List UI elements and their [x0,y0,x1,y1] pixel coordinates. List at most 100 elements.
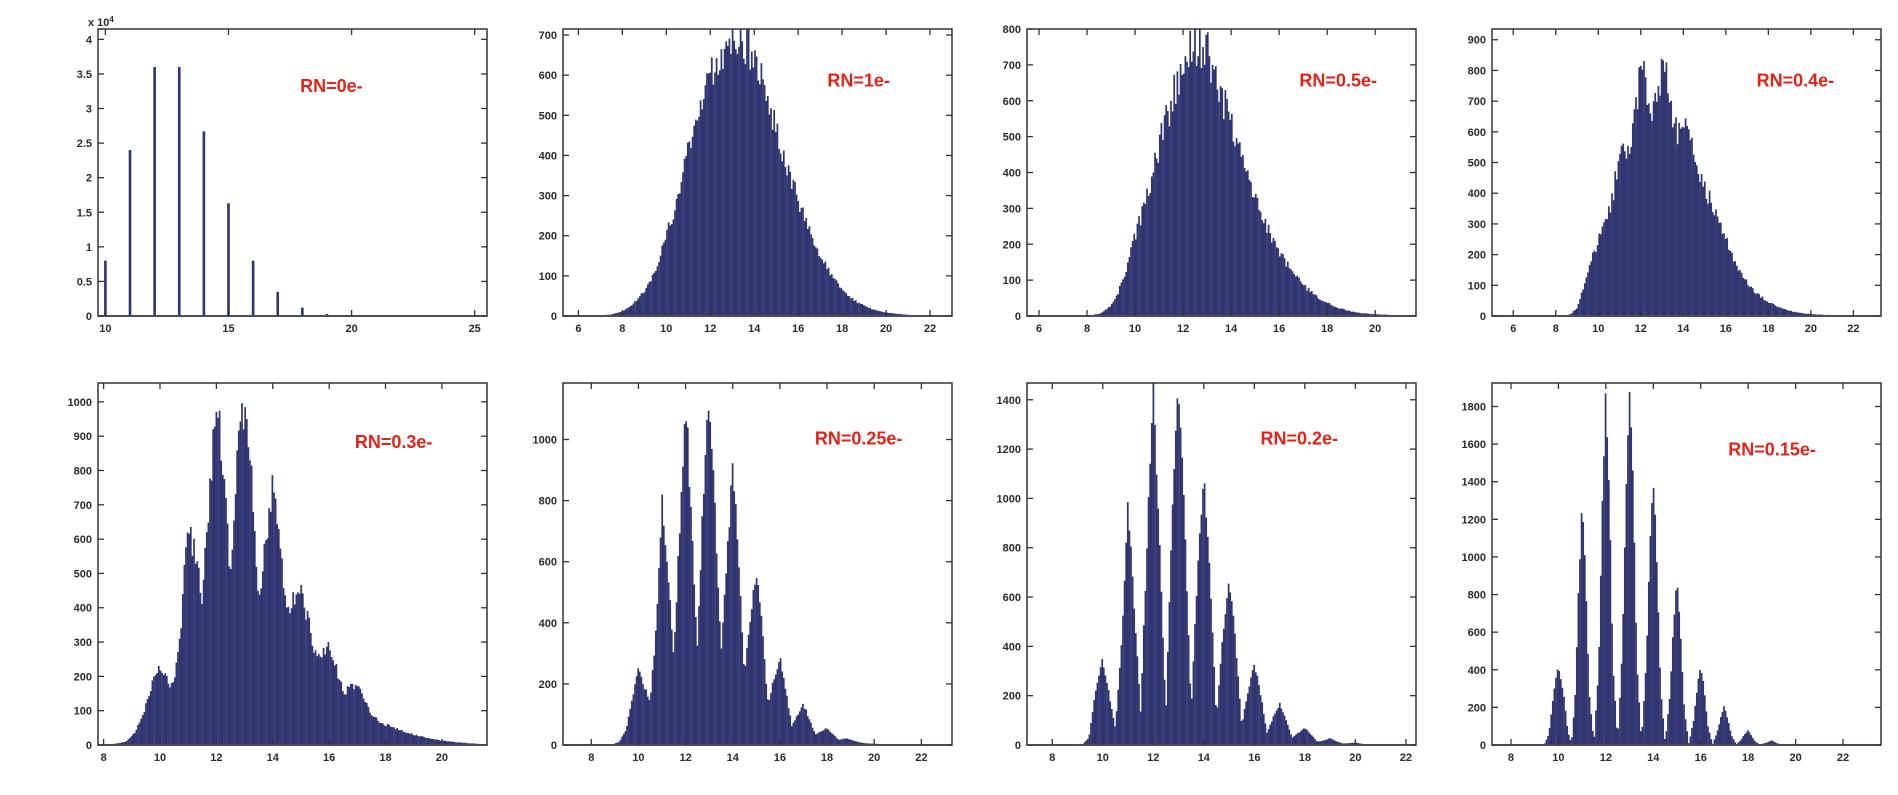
histogram-bars [1562,58,1882,317]
axes-ticks [1027,383,1416,746]
svg-text:500: 500 [74,568,92,580]
svg-text:14: 14 [1198,752,1211,764]
plot-box [1490,28,1882,317]
axes-ticks [98,383,487,746]
svg-text:10: 10 [99,323,111,335]
plot-box [97,382,488,746]
svg-text:22: 22 [923,323,935,335]
svg-text:400: 400 [1003,641,1021,653]
svg-text:900: 900 [74,431,92,443]
rn-label: RN=0.4e- [1756,70,1834,90]
svg-text:18: 18 [1321,323,1333,335]
svg-text:100: 100 [1467,280,1485,292]
histogram-panel-rn-0p4e: 6 8 10 12 14 16 18 20 22 0 100 200 300 400 500 600 700 80… [1439,16,1890,346]
svg-text:12: 12 [1634,323,1646,335]
histogram-chart-rn-0p25e: 8 10 12 14 16 18 20 22 0 200 400 600 800 1000 RN=0.25e… [510,370,961,775]
histogram-panel-rn-0p5e: 6 8 10 12 14 16 18 20 0 100 200 300 400 500 600 700 800 R… [975,16,1426,346]
svg-text:14: 14 [267,752,280,764]
axes-ticks [1027,28,1416,317]
histogram-bars [1543,391,1851,745]
svg-text:400: 400 [538,150,556,162]
svg-text:18: 18 [379,752,391,764]
svg-text:14: 14 [726,752,739,764]
svg-text:14: 14 [1677,323,1690,335]
histogram-panel-rn-1e: 6 8 10 12 14 16 18 20 22 0 100 200 300 400 500 600 700 RN… [510,16,961,346]
svg-text:10: 10 [632,752,644,764]
svg-text:12: 12 [1147,752,1159,764]
svg-text:8: 8 [1507,752,1513,764]
svg-text:800: 800 [1467,590,1485,602]
svg-text:200: 200 [538,679,556,691]
svg-text:22: 22 [1400,752,1412,764]
svg-text:600: 600 [1003,592,1021,604]
svg-text:3.5: 3.5 [77,69,92,81]
svg-text:12: 12 [1177,323,1189,335]
svg-text:900: 900 [1467,35,1485,47]
svg-text:20: 20 [1349,752,1361,764]
tick-labels: 6 8 10 12 14 16 18 20 22 0 100 200 300 400 500 600 700 80… [1467,35,1859,335]
svg-text:1600: 1600 [1461,439,1485,451]
svg-text:300: 300 [538,191,556,203]
svg-text:0: 0 [550,740,556,752]
svg-text:400: 400 [538,618,556,630]
svg-text:1200: 1200 [1461,514,1485,526]
svg-text:0: 0 [86,740,92,752]
svg-text:2: 2 [86,173,92,185]
axes-ticks [562,383,952,746]
histogram-panel-rn-0p25e: 8 10 12 14 16 18 20 22 0 200 400 600 800 1000 RN=0.25e… [510,370,961,775]
svg-text:22: 22 [1847,323,1859,335]
svg-text:10: 10 [1129,323,1141,335]
histogram-bars [561,410,941,745]
tick-labels: 8 10 12 14 16 18 20 22 0 200 400 600 800 1000 1200 1400 [997,395,1413,764]
svg-text:500: 500 [1003,132,1021,144]
svg-text:18: 18 [820,752,832,764]
svg-text:600: 600 [1467,127,1485,139]
histogram-bars [104,67,353,316]
histogram-bars [1026,383,1409,745]
svg-text:700: 700 [1467,96,1485,108]
axes-ticks [1491,383,1881,746]
tick-labels: 8 10 12 14 16 18 20 22 0 200 400 600 800 1000 1200 1400… [1461,402,1849,764]
svg-text:10: 10 [660,323,672,335]
svg-text:15: 15 [222,323,234,335]
tick-labels: 8 10 12 14 16 18 20010020030040050060070080090… [68,397,449,764]
svg-text:600: 600 [1467,627,1485,639]
svg-text:14: 14 [748,323,761,335]
svg-text:6: 6 [575,323,581,335]
svg-text:18: 18 [835,323,847,335]
rn-label: RN=0.25e- [814,429,902,449]
svg-text:8: 8 [101,752,107,764]
svg-text:100: 100 [1003,275,1021,287]
tick-labels: 10 15 20 25 0 0.5 1 1.5 2 2.5 3 3.5 4 [77,34,481,335]
svg-text:1400: 1400 [1461,477,1485,489]
svg-text:8: 8 [1049,752,1055,764]
svg-text:0.5: 0.5 [77,276,92,288]
histogram-chart-rn-0e: 10 15 20 25 0 0.5 1 1.5 2 2.5 3 3.5 4 x 104 RN=0e- [46,16,496,346]
svg-text:200: 200 [538,231,556,243]
svg-text:500: 500 [538,110,556,122]
figure-grid: 10 15 20 25 0 0.5 1 1.5 2 2.5 3 3.5 4 x 104 RN=0e- 6 8 1… [46,16,1890,775]
svg-text:600: 600 [538,70,556,82]
svg-text:0: 0 [1479,311,1485,323]
plot-box [1026,382,1417,746]
svg-text:12: 12 [1599,752,1611,764]
svg-text:8: 8 [619,323,625,335]
svg-text:18: 18 [1299,752,1311,764]
svg-text:400: 400 [1467,188,1485,200]
svg-text:4: 4 [86,34,93,46]
svg-text:2.5: 2.5 [77,138,92,150]
histogram-chart-rn-1e: 6 8 10 12 14 16 18 20 22 0 100 200 300 400 500 600 700 RN… [510,16,961,346]
svg-text:0: 0 [550,311,556,323]
histogram-chart-rn-0p15e: 8 10 12 14 16 18 20 22 0 200 400 600 800 1000 1200 1400… [1439,370,1890,775]
svg-text:200: 200 [74,671,92,683]
svg-text:22: 22 [915,752,927,764]
svg-text:100: 100 [538,271,556,283]
svg-text:400: 400 [74,603,92,615]
svg-text:12: 12 [210,752,222,764]
svg-text:1200: 1200 [997,444,1021,456]
y-axis-exponent: x 104 [88,16,114,29]
svg-text:18: 18 [1742,752,1754,764]
svg-text:10: 10 [1552,752,1564,764]
svg-text:300: 300 [1003,203,1021,215]
